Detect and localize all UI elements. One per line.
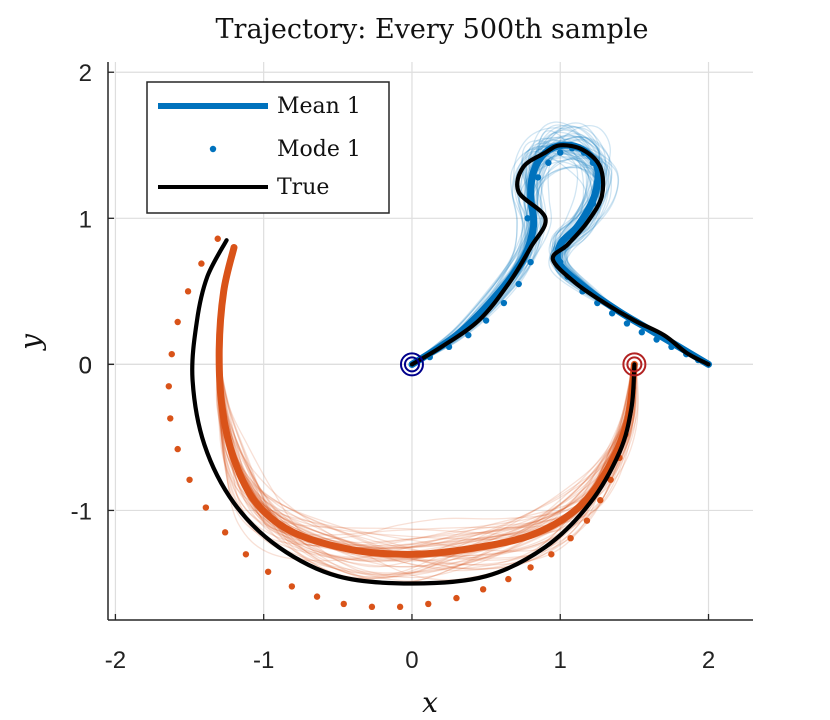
y-axis-label: y	[14, 333, 47, 352]
axes	[107, 62, 753, 621]
legend-mean-label: Mean 1	[277, 94, 361, 119]
mode-1-point	[653, 336, 660, 343]
mode-1-point	[534, 174, 542, 181]
mode-1-point	[500, 299, 508, 307]
x-tick-label: -2	[105, 647, 126, 674]
mode-1-point	[465, 331, 472, 339]
y-tick-label: -1	[71, 498, 92, 525]
legend-mode-label: Mode 1	[277, 137, 361, 162]
mode-2-point	[165, 383, 172, 390]
mode-2-point	[607, 476, 614, 483]
x-tick-label: 1	[554, 647, 567, 674]
x-tick-label: 2	[702, 647, 715, 674]
mode-1-point	[589, 200, 597, 207]
mode-1-point	[557, 149, 564, 156]
true-line-2	[190, 238, 637, 586]
x-tick-label: 0	[405, 647, 418, 674]
mode-2-point	[597, 497, 604, 504]
mode-2-point	[184, 288, 192, 295]
mode-2-point	[186, 476, 193, 483]
y-tick-label: 0	[79, 352, 92, 379]
mode-1-point	[482, 317, 490, 324]
mode-2-point	[202, 504, 210, 511]
mode-2-point	[479, 586, 487, 593]
series-layer	[165, 141, 712, 611]
y-tick-label: 2	[79, 60, 92, 87]
start-marker-inner	[403, 356, 420, 373]
mode-1-point	[527, 193, 534, 200]
mode-2-point	[527, 564, 534, 571]
marker-layer	[399, 352, 647, 377]
mode-2-point	[221, 529, 229, 536]
end-marker-outer	[622, 352, 647, 377]
mode-1-point	[594, 178, 601, 185]
true-line-1	[409, 143, 711, 367]
mode-1-point	[668, 343, 675, 351]
mode-1-point	[515, 280, 522, 288]
mode-1-point	[545, 159, 552, 166]
mode-1-point	[557, 258, 564, 266]
mode-1-point	[579, 218, 586, 225]
mode-1-point	[527, 258, 534, 266]
end-marker-inner	[626, 356, 643, 373]
mode-2-point	[242, 551, 250, 558]
mode-2-point	[505, 575, 512, 583]
mode-1-point	[524, 215, 531, 222]
x-tick-label: -1	[253, 647, 274, 674]
mode-2-point	[174, 445, 181, 453]
mode-2-point	[168, 350, 175, 358]
mode-2-point	[288, 583, 296, 590]
mode-2-point	[425, 600, 432, 608]
mode-2-point	[174, 318, 181, 326]
mean-2-line	[215, 244, 638, 558]
mode-1-point	[623, 320, 631, 327]
y-tick-label: 1	[79, 206, 92, 233]
mode-2-point	[567, 534, 574, 542]
mode-2-point	[548, 551, 555, 558]
mode-2-point	[214, 235, 221, 242]
mode-2-point	[368, 603, 376, 611]
mode-2-point	[313, 593, 321, 600]
chart-title: Trajectory: Every 500th sample	[216, 14, 649, 45]
start-marker-outer	[399, 352, 424, 377]
mode-2-point	[167, 415, 174, 422]
mode-1-point	[638, 329, 645, 336]
mode-2-point	[264, 568, 272, 575]
legend-mode-swatch	[209, 145, 217, 153]
mode-1-point	[608, 310, 616, 317]
mode-2-point	[396, 603, 404, 611]
mode-2-point	[583, 517, 591, 524]
mode-2-point	[198, 260, 205, 267]
legend-true-label: True	[277, 175, 329, 200]
mode-2-point	[340, 600, 347, 608]
x-axis-label: x	[422, 686, 438, 719]
legend: Mean 1 Mode 1 True	[146, 81, 390, 214]
y-tick-label: 0	[79, 352, 92, 379]
mode-2-point	[453, 594, 460, 602]
